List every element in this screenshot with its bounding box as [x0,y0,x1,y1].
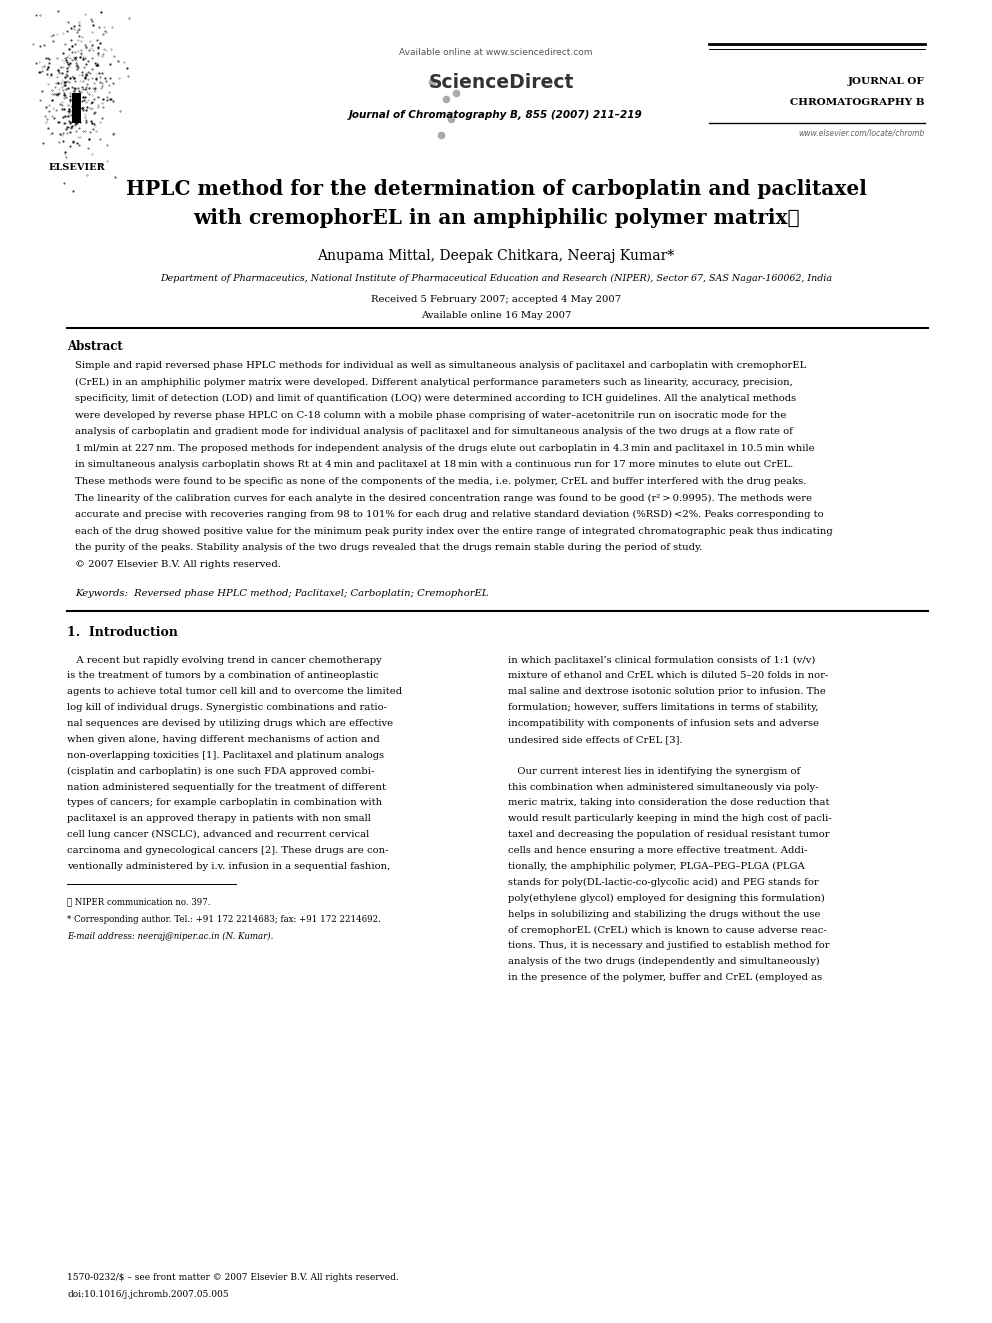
Text: mal saline and dextrose isotonic solution prior to infusion. The: mal saline and dextrose isotonic solutio… [508,688,826,696]
Text: when given alone, having different mechanisms of action and: when given alone, having different mecha… [67,736,380,744]
Text: JOURNAL OF: JOURNAL OF [848,77,925,86]
Text: doi:10.1016/j.jchromb.2007.05.005: doi:10.1016/j.jchromb.2007.05.005 [67,1290,229,1299]
Text: helps in solubilizing and stabilizing the drugs without the use: helps in solubilizing and stabilizing th… [508,910,821,918]
Bar [72,93,81,123]
Text: stands for poly(DL-lactic-co-glycolic acid) and PEG stands for: stands for poly(DL-lactic-co-glycolic ac… [508,878,819,886]
Text: CHROMATOGRAPHY B: CHROMATOGRAPHY B [790,98,925,107]
Text: analysis of the two drugs (independently and simultaneously): analysis of the two drugs (independently… [508,958,820,966]
Text: ScienceDirect: ScienceDirect [429,73,573,91]
Text: © 2007 Elsevier B.V. All rights reserved.: © 2007 Elsevier B.V. All rights reserved… [75,560,282,569]
Text: with cremophorEL in an amphiphilic polymer matrix★: with cremophorEL in an amphiphilic polym… [192,208,800,228]
Text: 1570-0232/$ – see front matter © 2007 Elsevier B.V. All rights reserved.: 1570-0232/$ – see front matter © 2007 El… [67,1273,399,1282]
Text: Our current interest lies in identifying the synergism of: Our current interest lies in identifying… [508,766,801,775]
Text: ELSEVIER: ELSEVIER [49,163,105,172]
Text: cell lung cancer (NSCLC), advanced and recurrent cervical: cell lung cancer (NSCLC), advanced and r… [67,831,370,839]
Text: specificity, limit of detection (LOD) and limit of quantification (LOQ) were det: specificity, limit of detection (LOD) an… [75,394,797,404]
Text: analysis of carboplatin and gradient mode for individual analysis of paclitaxel : analysis of carboplatin and gradient mod… [75,427,794,437]
Text: meric matrix, taking into consideration the dose reduction that: meric matrix, taking into consideration … [508,799,830,807]
Text: HPLC method for the determination of carboplatin and paclitaxel: HPLC method for the determination of car… [126,179,866,198]
Text: undesired side effects of CrEL [3].: undesired side effects of CrEL [3]. [508,736,683,744]
Text: * Corresponding author. Tel.: +91 172 2214683; fax: +91 172 2214692.: * Corresponding author. Tel.: +91 172 22… [67,916,381,923]
Text: paclitaxel is an approved therapy in patients with non small: paclitaxel is an approved therapy in pat… [67,815,371,823]
Text: These methods were found to be specific as none of the components of the media, : These methods were found to be specific … [75,478,806,486]
Text: in which paclitaxel’s clinical formulation consists of 1:1 (v/v): in which paclitaxel’s clinical formulati… [508,656,815,664]
Text: A recent but rapidly evolving trend in cancer chemotherapy: A recent but rapidly evolving trend in c… [67,656,382,664]
Text: Abstract: Abstract [67,340,123,353]
Text: this combination when administered simultaneously via poly-: this combination when administered simul… [508,783,819,791]
Text: Simple and rapid reversed phase HPLC methods for individual as well as simultane: Simple and rapid reversed phase HPLC met… [75,361,806,370]
Text: carcinoma and gynecological cancers [2]. These drugs are con-: carcinoma and gynecological cancers [2].… [67,847,389,855]
Text: www.elsevier.com/locate/chromb: www.elsevier.com/locate/chromb [799,128,925,138]
Text: incompatibility with components of infusion sets and adverse: incompatibility with components of infus… [508,720,819,728]
Text: (cisplatin and carboplatin) is one such FDA approved combi-: (cisplatin and carboplatin) is one such … [67,766,375,775]
Text: 1.  Introduction: 1. Introduction [67,627,179,639]
Text: Anupama Mittal, Deepak Chitkara, Neeraj Kumar*: Anupama Mittal, Deepak Chitkara, Neeraj … [317,249,675,263]
Text: E-mail address: neeraj@niper.ac.in (N. Kumar).: E-mail address: neeraj@niper.ac.in (N. K… [67,933,274,941]
Text: cells and hence ensuring a more effective treatment. Addi-: cells and hence ensuring a more effectiv… [508,847,807,855]
Text: Department of Pharmaceutics, National Institute of Pharmaceutical Education and : Department of Pharmaceutics, National In… [160,274,832,283]
Text: nation administered sequentially for the treatment of different: nation administered sequentially for the… [67,783,387,791]
Text: is the treatment of tumors by a combination of antineoplastic: is the treatment of tumors by a combinat… [67,672,379,680]
Text: The linearity of the calibration curves for each analyte in the desired concentr: The linearity of the calibration curves … [75,493,812,503]
Text: formulation; however, suffers limitations in terms of stability,: formulation; however, suffers limitation… [508,704,819,712]
Text: types of cancers; for example carboplatin in combination with: types of cancers; for example carboplati… [67,799,383,807]
Text: each of the drug showed positive value for the minimum peak purity index over th: each of the drug showed positive value f… [75,527,833,536]
Text: ☆ NIPER communication no. 397.: ☆ NIPER communication no. 397. [67,898,211,906]
Text: Available online 16 May 2007: Available online 16 May 2007 [421,311,571,320]
Text: log kill of individual drugs. Synergistic combinations and ratio-: log kill of individual drugs. Synergisti… [67,704,388,712]
Text: ventionally administered by i.v. infusion in a sequential fashion,: ventionally administered by i.v. infusio… [67,863,391,871]
Text: the purity of the peaks. Stability analysis of the two drugs revealed that the d: the purity of the peaks. Stability analy… [75,544,702,552]
Text: tions. Thus, it is necessary and justified to establish method for: tions. Thus, it is necessary and justifi… [508,942,830,950]
Text: non-overlapping toxicities [1]. Paclitaxel and platinum analogs: non-overlapping toxicities [1]. Paclitax… [67,751,385,759]
Text: accurate and precise with recoveries ranging from 98 to 101% for each drug and r: accurate and precise with recoveries ran… [75,509,824,519]
Text: in the presence of the polymer, buffer and CrEL (employed as: in the presence of the polymer, buffer a… [508,974,822,982]
Text: Journal of Chromatography B, 855 (2007) 211–219: Journal of Chromatography B, 855 (2007) … [349,110,643,120]
Text: poly(ethylene glycol) employed for designing this formulation): poly(ethylene glycol) employed for desig… [508,894,825,902]
Text: (CrEL) in an amphiphilic polymer matrix were developed. Different analytical per: (CrEL) in an amphiphilic polymer matrix … [75,378,794,386]
Text: of cremophorEL (CrEL) which is known to cause adverse reac-: of cremophorEL (CrEL) which is known to … [508,926,827,934]
Text: Received 5 February 2007; accepted 4 May 2007: Received 5 February 2007; accepted 4 May… [371,295,621,304]
Text: tionally, the amphiphilic polymer, PLGA–PEG–PLGA (PLGA: tionally, the amphiphilic polymer, PLGA–… [508,863,806,871]
Text: nal sequences are devised by utilizing drugs which are effective: nal sequences are devised by utilizing d… [67,720,394,728]
Text: Available online at www.sciencedirect.com: Available online at www.sciencedirect.co… [399,48,593,57]
Text: mixture of ethanol and CrEL which is diluted 5–20 folds in nor-: mixture of ethanol and CrEL which is dil… [508,672,828,680]
Text: Keywords:  Reversed phase HPLC method; Paclitaxel; Carboplatin; CremophorEL: Keywords: Reversed phase HPLC method; Pa… [75,590,489,598]
Text: would result particularly keeping in mind the high cost of pacli-: would result particularly keeping in min… [508,815,832,823]
Text: in simultaneous analysis carboplatin shows Rt at 4 min and paclitaxel at 18 min : in simultaneous analysis carboplatin sho… [75,460,794,470]
Text: were developed by reverse phase HPLC on C-18 column with a mobile phase comprisi: were developed by reverse phase HPLC on … [75,410,787,419]
Text: taxel and decreasing the population of residual resistant tumor: taxel and decreasing the population of r… [508,831,830,839]
Text: 1 ml/min at 227 nm. The proposed methods for independent analysis of the drugs e: 1 ml/min at 227 nm. The proposed methods… [75,443,815,452]
Text: agents to achieve total tumor cell kill and to overcome the limited: agents to achieve total tumor cell kill … [67,688,403,696]
